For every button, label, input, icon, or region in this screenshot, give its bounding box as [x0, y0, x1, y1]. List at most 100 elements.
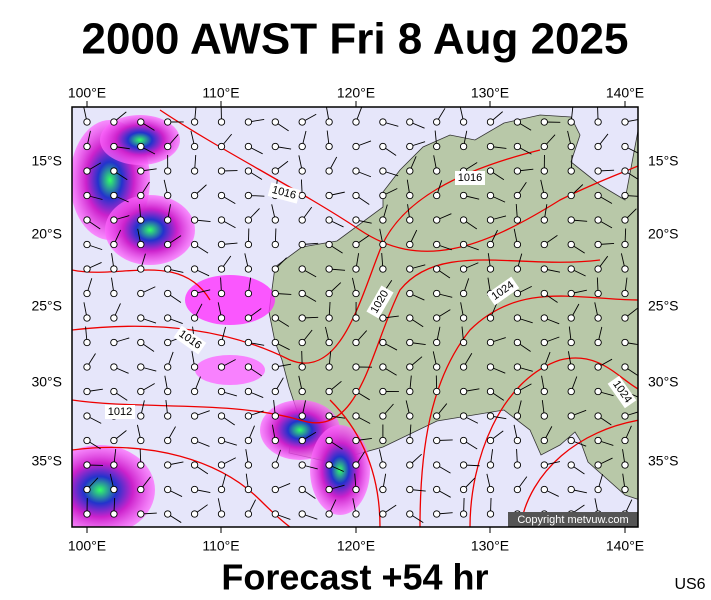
- barb-station: [325, 461, 333, 469]
- barb-station: [325, 485, 333, 494]
- barb-station: [540, 485, 548, 494]
- barb-station: [513, 289, 522, 298]
- barb-station: [83, 142, 91, 151]
- barb-station: [217, 412, 226, 420]
- barb-station: [137, 265, 145, 273]
- barb-station: [325, 289, 333, 298]
- barb-station: [244, 510, 253, 518]
- barb-station: [459, 485, 468, 494]
- barb-station: [486, 191, 495, 200]
- barb-station: [217, 118, 226, 126]
- barb-station: [137, 314, 145, 322]
- barb-station: [540, 363, 548, 371]
- barb-station: [621, 461, 629, 469]
- barb-station: [433, 485, 441, 494]
- barb-station: [110, 142, 118, 151]
- barb-station: [352, 240, 360, 249]
- barb-station: [110, 289, 118, 298]
- barb-station: [513, 191, 522, 200]
- map-frame: [71, 106, 639, 528]
- barb-station: [352, 265, 360, 273]
- barb-station: [352, 118, 360, 126]
- barb-station: [137, 436, 145, 445]
- barb-station: [110, 485, 118, 494]
- barb-station: [217, 338, 226, 347]
- barb-station: [298, 167, 306, 175]
- barb-station: [110, 387, 118, 396]
- barb-station: [459, 191, 468, 200]
- barb-station: [164, 461, 172, 469]
- barb-station: [406, 485, 414, 494]
- barb-station: [379, 167, 387, 175]
- lon-label: 120°E: [337, 538, 375, 554]
- barb-station: [137, 338, 145, 347]
- barb-station: [513, 265, 522, 273]
- barb-station: [406, 363, 414, 371]
- barb-station: [83, 412, 91, 420]
- label-box: [267, 182, 301, 204]
- lat-label: 35°S: [648, 453, 679, 469]
- contour-label: 1016: [458, 172, 482, 184]
- barb-station: [486, 167, 495, 175]
- barb-station: [325, 167, 333, 175]
- barb-station: [190, 387, 199, 396]
- isobar: [329, 399, 381, 527]
- isobar: [419, 295, 638, 527]
- barb-station: [406, 510, 414, 518]
- barb-station: [190, 142, 199, 151]
- barb-station: [244, 314, 253, 322]
- barb-station: [271, 265, 279, 273]
- barb-station: [271, 461, 279, 469]
- barb-station: [83, 510, 91, 518]
- barb-station: [137, 142, 145, 151]
- barb-station: [486, 216, 495, 224]
- barb-station: [271, 142, 279, 151]
- barb-station: [83, 461, 91, 469]
- barb-station: [379, 485, 387, 494]
- barb-station: [164, 142, 172, 151]
- barb-station: [110, 191, 118, 200]
- barb-station: [486, 363, 495, 371]
- barb-station: [352, 485, 360, 494]
- barb-station: [379, 118, 387, 126]
- barb-station: [540, 461, 548, 469]
- barb-station: [325, 436, 333, 445]
- barb-station: [137, 363, 145, 371]
- barb-station: [217, 387, 226, 396]
- barb-station: [164, 314, 172, 322]
- barb-station: [540, 216, 548, 224]
- barb-station: [567, 167, 575, 175]
- rain-area: [100, 115, 180, 165]
- label-box: [173, 325, 207, 355]
- barb-station: [244, 216, 253, 224]
- barb-station: [217, 240, 226, 249]
- barb-station: [325, 265, 333, 273]
- barb-station: [137, 289, 145, 298]
- barb-station: [459, 265, 468, 273]
- barb-station: [110, 118, 118, 126]
- barb-station: [352, 314, 360, 322]
- barb-station: [594, 118, 602, 126]
- barb-station: [433, 216, 441, 224]
- lon-label: 130°E: [471, 538, 509, 554]
- barb-station: [621, 436, 629, 445]
- barb-station: [459, 387, 468, 396]
- barb-station: [459, 461, 468, 469]
- barb-station: [271, 510, 279, 518]
- barb-station: [459, 363, 468, 371]
- isobar: [72, 269, 211, 301]
- lon-label: 110°E: [202, 85, 239, 101]
- barb-station: [459, 118, 468, 126]
- barb-station: [540, 240, 548, 249]
- barb-station: [486, 314, 495, 322]
- barb-station: [271, 167, 279, 175]
- barb-station: [298, 289, 306, 298]
- barb-station: [217, 314, 226, 322]
- barb-station: [83, 240, 91, 249]
- barb-station: [433, 387, 441, 396]
- barb-station: [540, 338, 548, 347]
- copyright-box: [508, 512, 638, 527]
- barb-station: [137, 461, 145, 469]
- barb-station: [164, 191, 172, 200]
- label-box: [607, 375, 637, 409]
